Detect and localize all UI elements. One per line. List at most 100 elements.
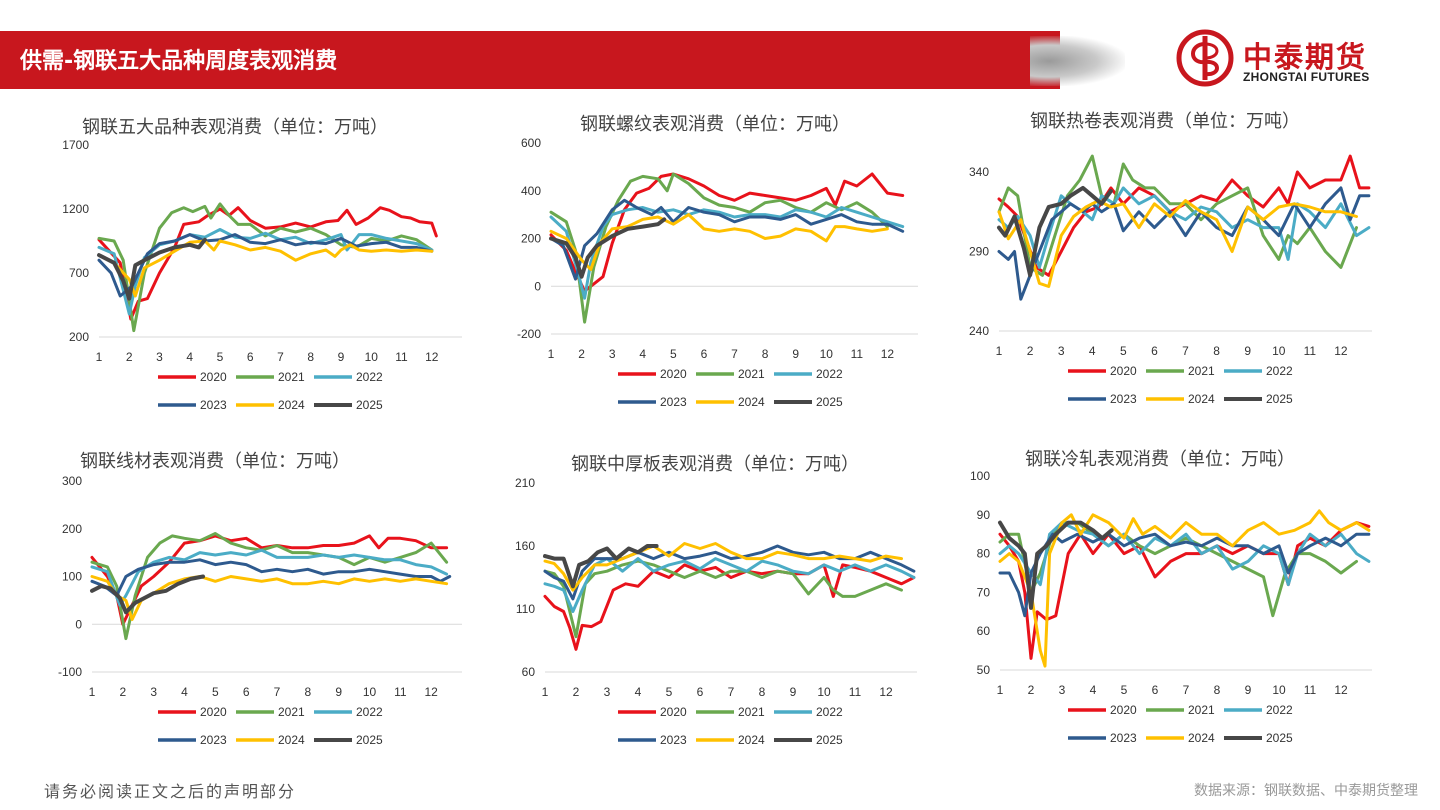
series-line-2020 <box>543 563 916 651</box>
series-line-2025 <box>97 237 207 301</box>
series-line-2023 <box>997 186 1371 301</box>
legend-label: 2025 <box>1266 392 1293 406</box>
legend-label: 2020 <box>200 705 227 719</box>
legend-label: 2023 <box>200 398 227 410</box>
x-tick-label: 9 <box>790 685 797 699</box>
x-tick-label: 2 <box>578 347 585 361</box>
legend-item-2024: 2024 <box>696 733 765 745</box>
legend-item-2024: 2024 <box>236 398 305 410</box>
x-tick-label: 7 <box>277 350 284 364</box>
header-bar <box>0 31 1060 89</box>
x-tick-label: 7 <box>728 685 735 699</box>
legend-label: 2025 <box>816 733 843 745</box>
x-tick-label: 9 <box>335 685 342 699</box>
x-tick-label: 9 <box>1244 344 1251 358</box>
x-tick-label: 11 <box>395 350 408 364</box>
chart-title: 钢联冷轧表观消费（单位：万吨） <box>1025 449 1295 470</box>
y-tick-label: 210 <box>515 476 535 490</box>
y-tick-label: 200 <box>62 522 82 536</box>
legend-label: 2022 <box>356 705 383 719</box>
series-line-2020 <box>97 206 438 321</box>
series-line-2024 <box>543 542 903 592</box>
legend-item-2024: 2024 <box>1146 731 1215 745</box>
legend-item-2022: 2022 <box>774 367 843 381</box>
legend-item-2025: 2025 <box>774 395 843 409</box>
y-tick-label: 240 <box>969 324 989 338</box>
x-tick-label: 10 <box>365 350 379 364</box>
series-line-2022 <box>90 548 449 607</box>
x-tick-label: 7 <box>1182 344 1189 358</box>
series-line-2022 <box>549 206 905 300</box>
y-tick-label: 60 <box>977 624 991 638</box>
series-line-2025 <box>549 217 667 279</box>
legend-label: 2025 <box>816 395 843 409</box>
legend-label: 2023 <box>1110 731 1137 745</box>
header-shadow <box>1030 36 1125 86</box>
legend-label: 2020 <box>1110 703 1137 717</box>
legend-item-2020: 2020 <box>1068 364 1137 378</box>
x-tick-label: 10 <box>1272 344 1286 358</box>
x-tick-label: 8 <box>1214 683 1221 697</box>
legend-item-2022: 2022 <box>314 370 383 384</box>
series-line-2024 <box>997 199 1358 288</box>
legend-item-2023: 2023 <box>1068 392 1137 406</box>
legend-label: 2020 <box>660 705 687 719</box>
x-tick-label: 11 <box>1304 344 1317 358</box>
x-tick-label: 10 <box>363 685 377 699</box>
x-tick-label: 12 <box>1334 683 1348 697</box>
legend-item-2021: 2021 <box>1146 364 1215 378</box>
legend-label: 2021 <box>278 370 305 384</box>
x-tick-label: 11 <box>849 685 862 699</box>
series-line-2023 <box>549 198 905 281</box>
x-tick-label: 11 <box>851 347 864 361</box>
legend-item-2022: 2022 <box>774 705 843 719</box>
legend-label: 2024 <box>738 395 765 409</box>
legend-label: 2023 <box>660 395 687 409</box>
x-tick-label: 6 <box>243 685 250 699</box>
legend-item-2024: 2024 <box>236 733 305 745</box>
legend-item-2024: 2024 <box>1146 392 1215 406</box>
x-tick-label: 12 <box>881 347 895 361</box>
page-title: 供需-钢联五大品种周度表观消费 <box>20 49 338 74</box>
legend-label: 2020 <box>660 367 687 381</box>
x-tick-label: 4 <box>635 685 642 699</box>
legend-item-2025: 2025 <box>774 733 843 745</box>
series-line-2022 <box>543 557 916 613</box>
series-line-2022 <box>998 521 1371 587</box>
legend-label: 2025 <box>356 398 383 410</box>
legend-label: 2024 <box>278 733 305 745</box>
x-tick-label: 12 <box>879 685 893 699</box>
x-tick-label: 6 <box>697 685 704 699</box>
legend-label: 2021 <box>738 705 765 719</box>
legend-item-2022: 2022 <box>314 705 383 719</box>
x-tick-label: 5 <box>670 347 677 361</box>
y-tick-label: 60 <box>522 665 536 679</box>
legend-item-2022: 2022 <box>1224 703 1293 717</box>
x-tick-label: 8 <box>1213 344 1220 358</box>
legend-item-2023: 2023 <box>158 398 227 410</box>
x-tick-label: 11 <box>1304 683 1317 697</box>
y-tick-label: 1200 <box>62 202 89 216</box>
logo-english-name: ZHONGTAI FUTURES <box>1243 70 1370 84</box>
y-tick-label: 200 <box>521 232 541 246</box>
series-line-2024 <box>97 239 434 298</box>
y-tick-label: 160 <box>515 539 535 553</box>
y-tick-label: 0 <box>75 617 82 631</box>
legend-label: 2023 <box>660 733 687 745</box>
x-tick-label: 5 <box>212 685 219 699</box>
series-line-2025 <box>998 520 1114 610</box>
x-tick-label: 5 <box>217 350 224 364</box>
legend-label: 2024 <box>738 733 765 745</box>
x-tick-label: 2 <box>573 685 580 699</box>
legend-item-2025: 2025 <box>1224 731 1293 745</box>
x-tick-label: 6 <box>1151 344 1158 358</box>
legend-item-2023: 2023 <box>618 395 687 409</box>
legend-item-2024: 2024 <box>696 395 765 409</box>
x-tick-label: 10 <box>1272 683 1286 697</box>
x-tick-label: 3 <box>1058 344 1065 358</box>
legend-item-2023: 2023 <box>158 733 227 745</box>
series-line-2023 <box>998 532 1371 618</box>
